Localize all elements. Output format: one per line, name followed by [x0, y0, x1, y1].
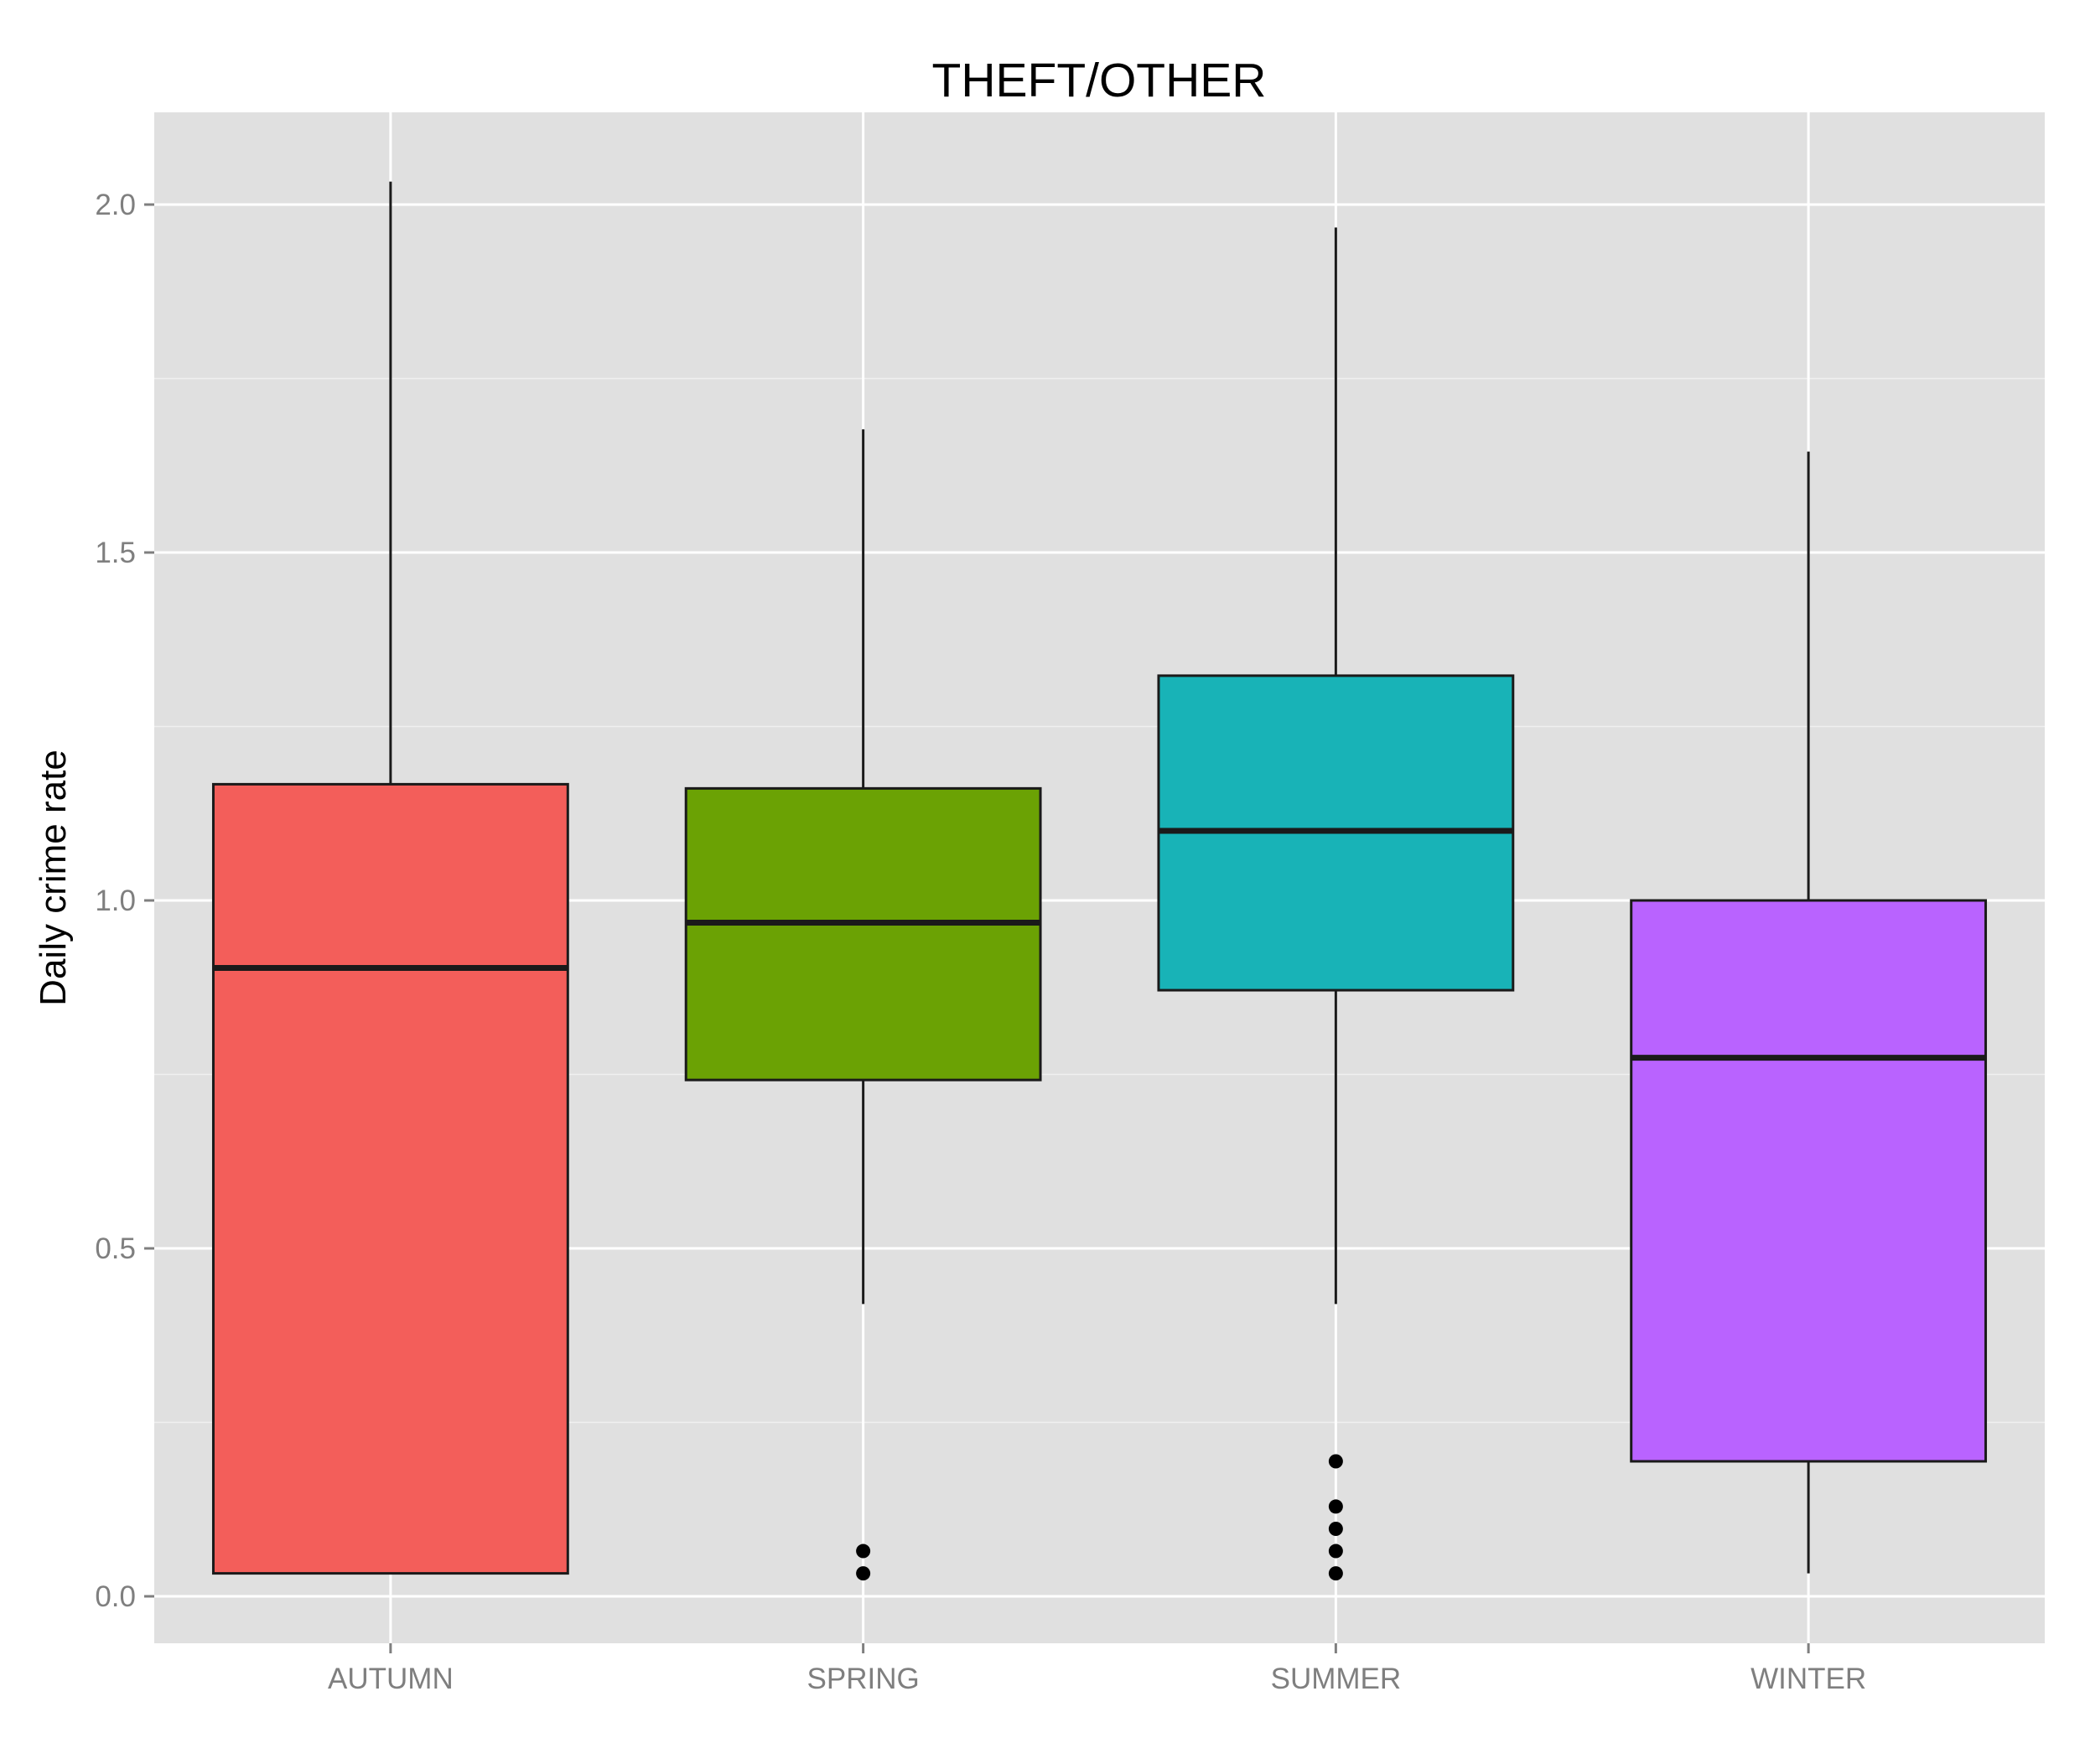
outlier-point: [1328, 1521, 1343, 1536]
box-autumn: [211, 181, 569, 1575]
outlier-point: [1328, 1544, 1343, 1559]
outlier-point: [1328, 1566, 1343, 1581]
y-tick-label: 1.0: [95, 885, 136, 917]
outlier-point: [856, 1544, 871, 1559]
box-summer: [1157, 227, 1515, 1581]
outlier-point: [856, 1566, 871, 1581]
chart-title: THEFT/OTHER: [932, 54, 1267, 107]
box-winter: [1630, 451, 1988, 1574]
y-axis: 0.0 0.5 1.0 1.5 2.0: [95, 189, 154, 1613]
y-tick-label: 2.0: [95, 189, 136, 221]
iqr-box: [211, 782, 569, 1575]
x-tick-label: WINTER: [1750, 1663, 1866, 1695]
y-tick-label: 0.5: [95, 1232, 136, 1265]
box-spring: [684, 429, 1042, 1581]
x-tick-label: AUTUMN: [328, 1663, 454, 1695]
x-axis: AUTUMN SPRING SUMMER WINTER: [328, 1643, 1866, 1695]
outlier-point: [1328, 1499, 1343, 1514]
iqr-box: [1630, 899, 1988, 1463]
x-tick-label: SPRING: [807, 1663, 920, 1695]
y-tick-label: 1.5: [95, 537, 136, 569]
iqr-box: [684, 786, 1042, 1082]
y-tick-label: 0.0: [95, 1580, 136, 1613]
outlier-point: [1328, 1454, 1343, 1469]
y-axis-title: Daily crime rate: [33, 750, 74, 1006]
box-series: [211, 181, 1988, 1581]
x-tick-label: SUMMER: [1271, 1663, 1402, 1695]
